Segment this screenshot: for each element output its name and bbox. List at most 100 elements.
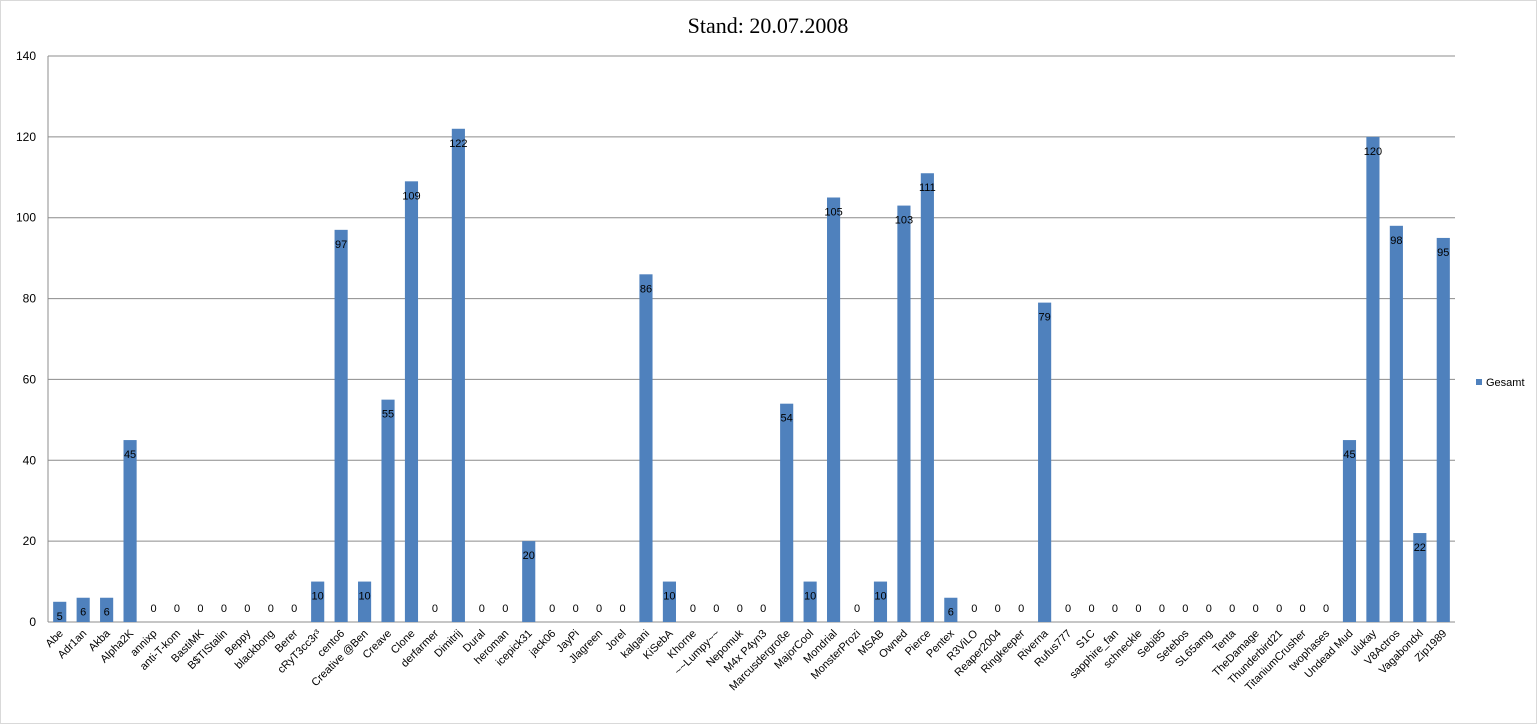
data-label: 0 <box>619 603 625 615</box>
bar <box>897 205 911 623</box>
data-label: 0 <box>596 603 602 615</box>
data-label: 22 <box>1414 542 1426 554</box>
bar <box>1366 136 1380 622</box>
data-label: 0 <box>268 603 274 615</box>
y-tick-label: 120 <box>16 130 36 144</box>
data-label: 0 <box>573 603 579 615</box>
data-label: 0 <box>1300 603 1306 615</box>
gridlines <box>47 55 1455 623</box>
data-label: 109 <box>402 190 420 202</box>
y-tick-label: 60 <box>23 372 37 386</box>
data-label: 0 <box>854 603 860 615</box>
bar <box>358 581 372 622</box>
bar <box>803 581 817 622</box>
data-label: 0 <box>150 603 156 615</box>
bar <box>100 597 114 622</box>
data-label: 6 <box>80 607 86 619</box>
bar <box>1342 440 1357 622</box>
data-label: 0 <box>971 603 977 615</box>
data-label: 0 <box>1229 603 1235 615</box>
chart-title: Stand: 20.07.2008 <box>688 13 849 38</box>
data-label: 0 <box>1159 603 1165 615</box>
data-label: 95 <box>1437 247 1449 259</box>
data-label: 111 <box>919 182 936 194</box>
data-label: 0 <box>1182 603 1188 615</box>
data-label: 20 <box>523 550 535 562</box>
data-label: 103 <box>895 215 913 227</box>
legend-label: Gesamt <box>1486 377 1525 389</box>
data-label: 45 <box>1343 449 1355 461</box>
bar <box>123 440 137 622</box>
bar <box>662 581 676 622</box>
data-label: 0 <box>1065 603 1071 615</box>
bar <box>1436 237 1450 622</box>
legend-swatch <box>1476 379 1482 385</box>
bar <box>334 229 348 623</box>
data-label: 0 <box>291 603 297 615</box>
y-tick-label: 20 <box>23 534 37 548</box>
data-label: 0 <box>1276 603 1282 615</box>
y-tick-label: 100 <box>16 211 36 225</box>
bar <box>920 173 934 622</box>
data-label: 54 <box>781 413 793 425</box>
legend: Gesamt <box>1476 377 1525 389</box>
data-label: 0 <box>1088 603 1094 615</box>
y-tick-label: 40 <box>23 453 37 467</box>
bars <box>53 128 1450 623</box>
data-label: 0 <box>760 603 766 615</box>
bar <box>76 597 90 622</box>
data-label: 0 <box>1253 603 1259 615</box>
data-label: 0 <box>1323 603 1329 615</box>
data-label: 0 <box>479 603 485 615</box>
data-label: 0 <box>174 603 180 615</box>
data-label: 5 <box>57 611 63 623</box>
data-label: 0 <box>221 603 227 615</box>
data-label: 0 <box>244 603 250 615</box>
data-label: 0 <box>690 603 696 615</box>
data-label: 10 <box>874 591 886 603</box>
y-tick-label: 0 <box>29 615 36 629</box>
data-label: 0 <box>995 603 1001 615</box>
data-label: 0 <box>1135 603 1141 615</box>
y-tick-label: 140 <box>16 49 36 63</box>
y-axis-ticks: 0 20 40 60 80 100 120 140 <box>16 49 36 629</box>
bar <box>53 601 67 622</box>
data-labels: 5 6 6 45 0 0 0 0 0 0 0 10 97 10 55 109 0 122 0 0 20 0 0 0 0 86 10 0… <box>57 138 1450 623</box>
bar <box>1389 225 1403 623</box>
data-label: 10 <box>804 591 816 603</box>
data-label: 10 <box>312 591 324 603</box>
bar <box>639 274 653 622</box>
data-label: 105 <box>824 207 842 219</box>
data-label: 0 <box>549 603 555 615</box>
x-axis-labels: AbeAdr1anAkbaAlpha2Kannixpanti-T-komBast… <box>44 627 1450 693</box>
data-label: 6 <box>104 607 110 619</box>
data-label: 6 <box>948 607 954 619</box>
x-tick-label: jack06 <box>527 628 559 660</box>
data-label: 79 <box>1039 312 1051 324</box>
bar <box>522 541 536 622</box>
bar <box>873 581 888 622</box>
data-label: 86 <box>640 283 652 295</box>
bar <box>381 399 395 622</box>
data-label: 0 <box>713 603 719 615</box>
bar <box>780 403 794 622</box>
bar <box>404 181 419 623</box>
data-label: 0 <box>1112 603 1118 615</box>
data-label: 0 <box>1018 603 1024 615</box>
bar <box>311 581 325 622</box>
data-label: 97 <box>335 239 347 251</box>
bar <box>827 197 841 622</box>
bar <box>944 597 958 622</box>
data-label: 10 <box>663 591 675 603</box>
bar <box>1038 302 1052 622</box>
data-label: 0 <box>197 603 203 615</box>
data-label: 0 <box>502 603 508 615</box>
bar <box>1413 533 1427 622</box>
data-label: 122 <box>449 138 467 150</box>
data-label: 98 <box>1390 235 1402 247</box>
data-label: 45 <box>124 449 136 461</box>
data-label: 55 <box>382 409 394 421</box>
data-label: 0 <box>1206 603 1212 615</box>
data-label: 0 <box>737 603 743 615</box>
